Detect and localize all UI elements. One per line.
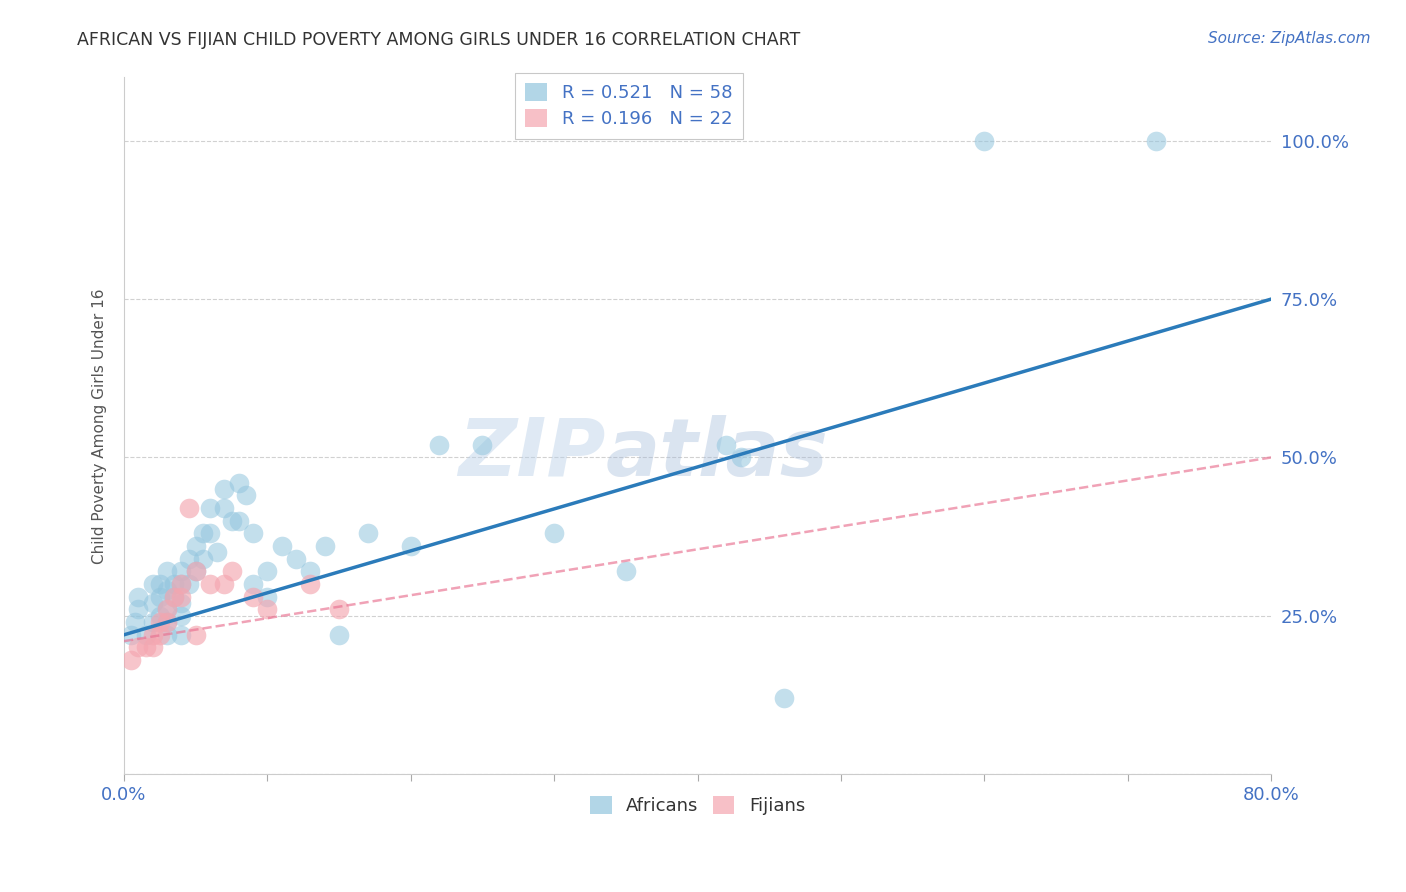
Point <box>716 438 738 452</box>
Point <box>163 590 186 604</box>
Point <box>221 514 243 528</box>
Point <box>973 134 995 148</box>
Point <box>156 602 179 616</box>
Point <box>156 602 179 616</box>
Point <box>184 565 207 579</box>
Point <box>120 628 142 642</box>
Point <box>357 526 380 541</box>
Text: atlas: atlas <box>606 415 828 492</box>
Point <box>184 539 207 553</box>
Point <box>184 628 207 642</box>
Point <box>127 640 149 655</box>
Point <box>235 488 257 502</box>
Point <box>170 565 193 579</box>
Point <box>149 615 172 629</box>
Point <box>772 691 794 706</box>
Point <box>270 539 292 553</box>
Point <box>149 608 172 623</box>
Point <box>170 577 193 591</box>
Point <box>1144 134 1167 148</box>
Point <box>156 615 179 629</box>
Point <box>142 628 165 642</box>
Point <box>149 628 172 642</box>
Point <box>214 577 236 591</box>
Point <box>198 577 221 591</box>
Point <box>142 640 165 655</box>
Point <box>156 628 179 642</box>
Point <box>149 590 172 604</box>
Point <box>156 583 179 598</box>
Point <box>142 577 165 591</box>
Point <box>198 526 221 541</box>
Point <box>170 628 193 642</box>
Point <box>471 438 494 452</box>
Point <box>285 551 308 566</box>
Point <box>177 501 200 516</box>
Point <box>228 475 250 490</box>
Point <box>242 590 264 604</box>
Point <box>163 590 186 604</box>
Point <box>170 577 193 591</box>
Point <box>170 608 193 623</box>
Point <box>198 501 221 516</box>
Point <box>256 602 278 616</box>
Legend: Africans, Fijians: Africans, Fijians <box>581 788 814 824</box>
Point <box>256 565 278 579</box>
Point <box>328 628 350 642</box>
Point <box>149 577 172 591</box>
Point <box>170 596 193 610</box>
Point <box>214 482 236 496</box>
Point <box>205 545 228 559</box>
Text: Source: ZipAtlas.com: Source: ZipAtlas.com <box>1208 31 1371 46</box>
Point <box>429 438 451 452</box>
Point <box>184 565 207 579</box>
Text: ZIP: ZIP <box>458 415 606 492</box>
Point <box>191 551 214 566</box>
Point <box>120 653 142 667</box>
Point <box>134 628 156 642</box>
Point <box>214 501 236 516</box>
Point <box>614 565 637 579</box>
Point <box>191 526 214 541</box>
Point <box>127 590 149 604</box>
Point <box>127 602 149 616</box>
Point <box>177 551 200 566</box>
Point <box>299 577 322 591</box>
Y-axis label: Child Poverty Among Girls Under 16: Child Poverty Among Girls Under 16 <box>93 288 107 564</box>
Point <box>221 565 243 579</box>
Point <box>177 577 200 591</box>
Point <box>156 565 179 579</box>
Point <box>328 602 350 616</box>
Point <box>124 615 146 629</box>
Point <box>242 526 264 541</box>
Point <box>134 640 156 655</box>
Point <box>543 526 565 541</box>
Point <box>156 615 179 629</box>
Point <box>142 596 165 610</box>
Point <box>228 514 250 528</box>
Point <box>314 539 336 553</box>
Point <box>399 539 422 553</box>
Point <box>242 577 264 591</box>
Point <box>299 565 322 579</box>
Text: AFRICAN VS FIJIAN CHILD POVERTY AMONG GIRLS UNDER 16 CORRELATION CHART: AFRICAN VS FIJIAN CHILD POVERTY AMONG GI… <box>77 31 800 49</box>
Point <box>170 590 193 604</box>
Point <box>730 450 752 465</box>
Point <box>142 615 165 629</box>
Point <box>163 577 186 591</box>
Point <box>256 590 278 604</box>
